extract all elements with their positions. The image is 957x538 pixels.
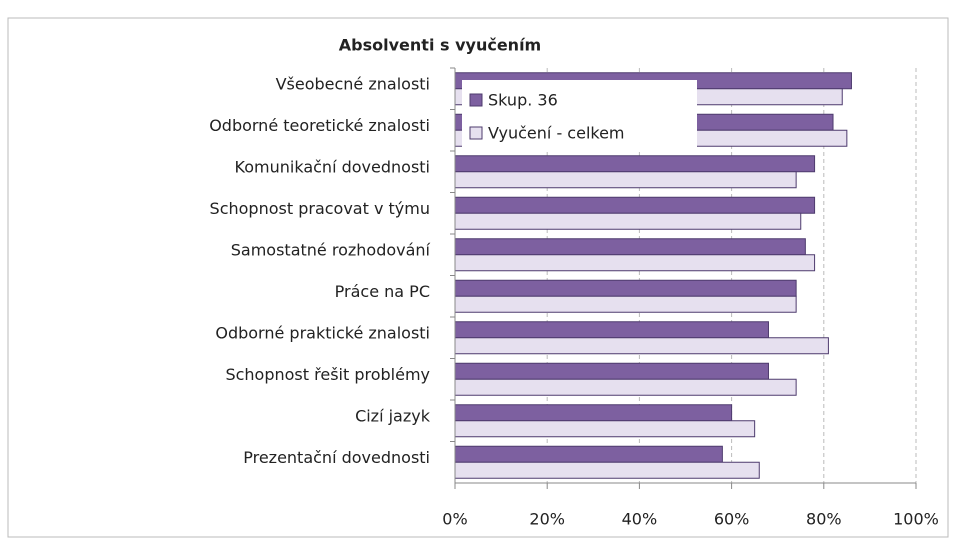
bar [454,155,816,173]
legend-label: Vyučení - celkem [488,124,625,143]
chart-title: Absolventi s vyučením [339,36,541,55]
bar [454,196,816,214]
bar [454,420,756,438]
y-tick-label: Komunikační dovednosti [235,157,430,176]
bar [454,362,769,380]
x-tick-label: 60% [714,510,750,529]
x-tick-label: 80% [806,510,842,529]
bar [454,295,797,313]
bar [454,445,723,463]
y-tick-label: Odborné praktické znalosti [215,323,430,342]
x-tick-label: 100% [893,510,939,529]
bar [454,171,797,189]
x-tick-label: 40% [622,510,658,529]
bar [454,238,806,256]
bar [454,378,797,396]
bar [454,212,802,230]
bar [454,337,829,355]
legend-swatch [469,93,483,107]
y-tick-label: Práce na PC [335,282,430,301]
y-tick-label: Odborné teoretické znalosti [209,116,430,135]
y-tick-label: Schopnost řešit problémy [225,365,430,384]
bar [454,254,816,272]
y-tick-label: Cizí jazyk [355,406,431,425]
bar [454,321,769,339]
bar [454,404,733,422]
y-tick-label: Prezentační dovednosti [243,448,430,467]
legend-swatch [469,126,483,140]
y-tick-label: Samostatné rozhodování [231,240,431,259]
x-tick-label: 20% [529,510,565,529]
bar [454,461,760,479]
y-tick-label: Schopnost pracovat v týmu [210,199,430,218]
bar [454,279,797,297]
y-tick-label: Všeobecné znalosti [276,74,430,93]
legend-label: Skup. 36 [488,91,558,110]
x-tick-label: 0% [442,510,467,529]
legend-box [462,80,697,152]
